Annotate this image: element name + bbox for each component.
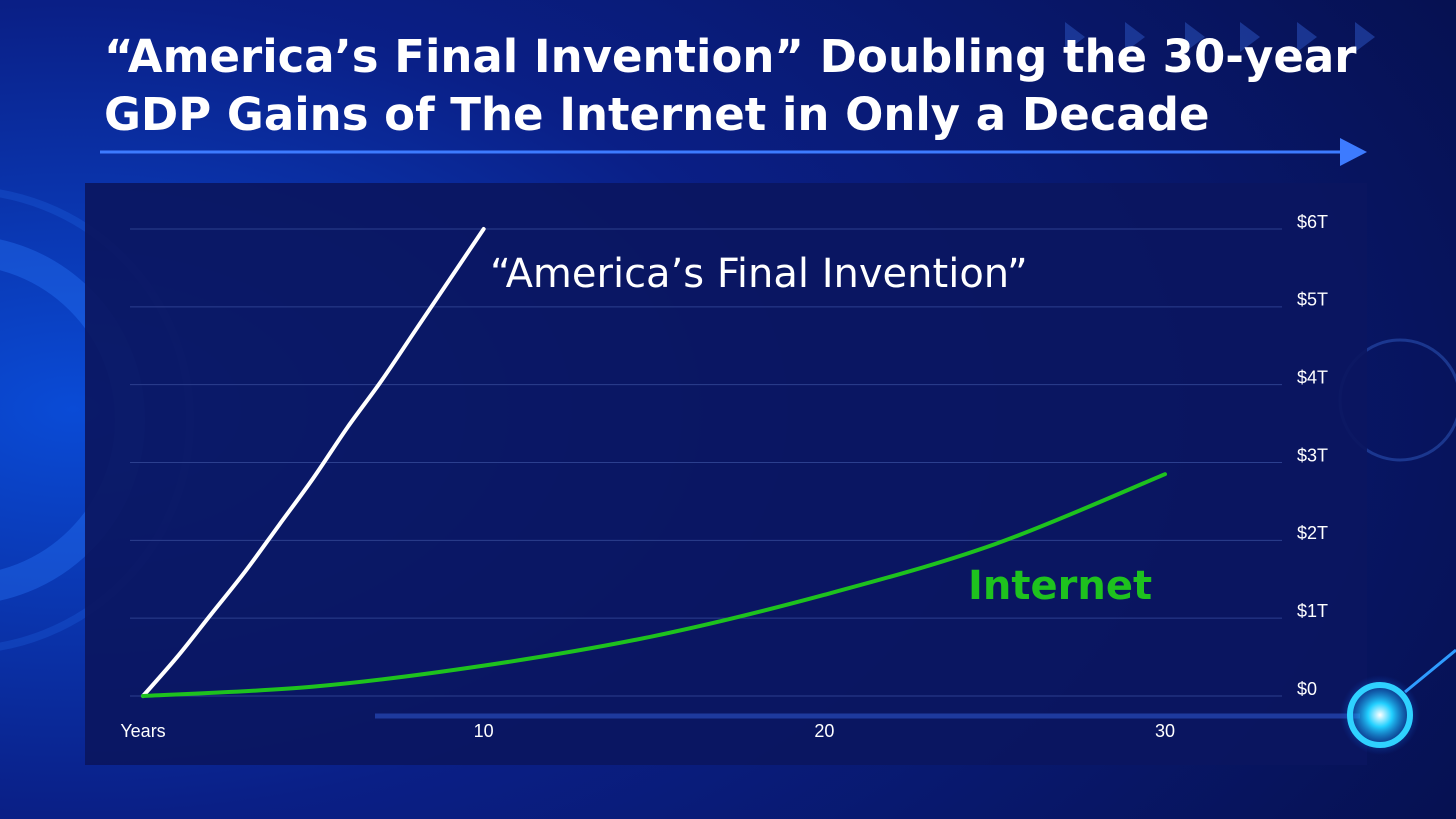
x-tick-label: 20 xyxy=(814,721,834,741)
decoration xyxy=(1065,22,1375,52)
plot-panel xyxy=(85,183,1367,765)
y-tick-label: $1T xyxy=(1297,601,1328,621)
x-tick-label: Years xyxy=(120,721,165,741)
y-tick-label: $4T xyxy=(1297,367,1328,387)
x-tick-label: 10 xyxy=(474,721,494,741)
decoration xyxy=(1404,648,1456,694)
y-tick-label: $5T xyxy=(1297,290,1328,310)
x-tick-label: 30 xyxy=(1155,721,1175,741)
series-line xyxy=(141,227,486,698)
y-tick-label: $6T xyxy=(1297,212,1328,232)
title-arrow xyxy=(1340,138,1367,166)
y-tick-label: $0 xyxy=(1297,679,1317,699)
series-line xyxy=(141,472,1167,698)
decoration xyxy=(1347,682,1413,748)
series-label: “America’s Final Invention” xyxy=(490,251,1028,297)
y-tick-label: $3T xyxy=(1297,445,1328,465)
series-label: Internet xyxy=(968,563,1152,609)
chart-title: “America’s Final Invention” Doubling the… xyxy=(104,30,1357,141)
y-tick-label: $2T xyxy=(1297,523,1328,543)
